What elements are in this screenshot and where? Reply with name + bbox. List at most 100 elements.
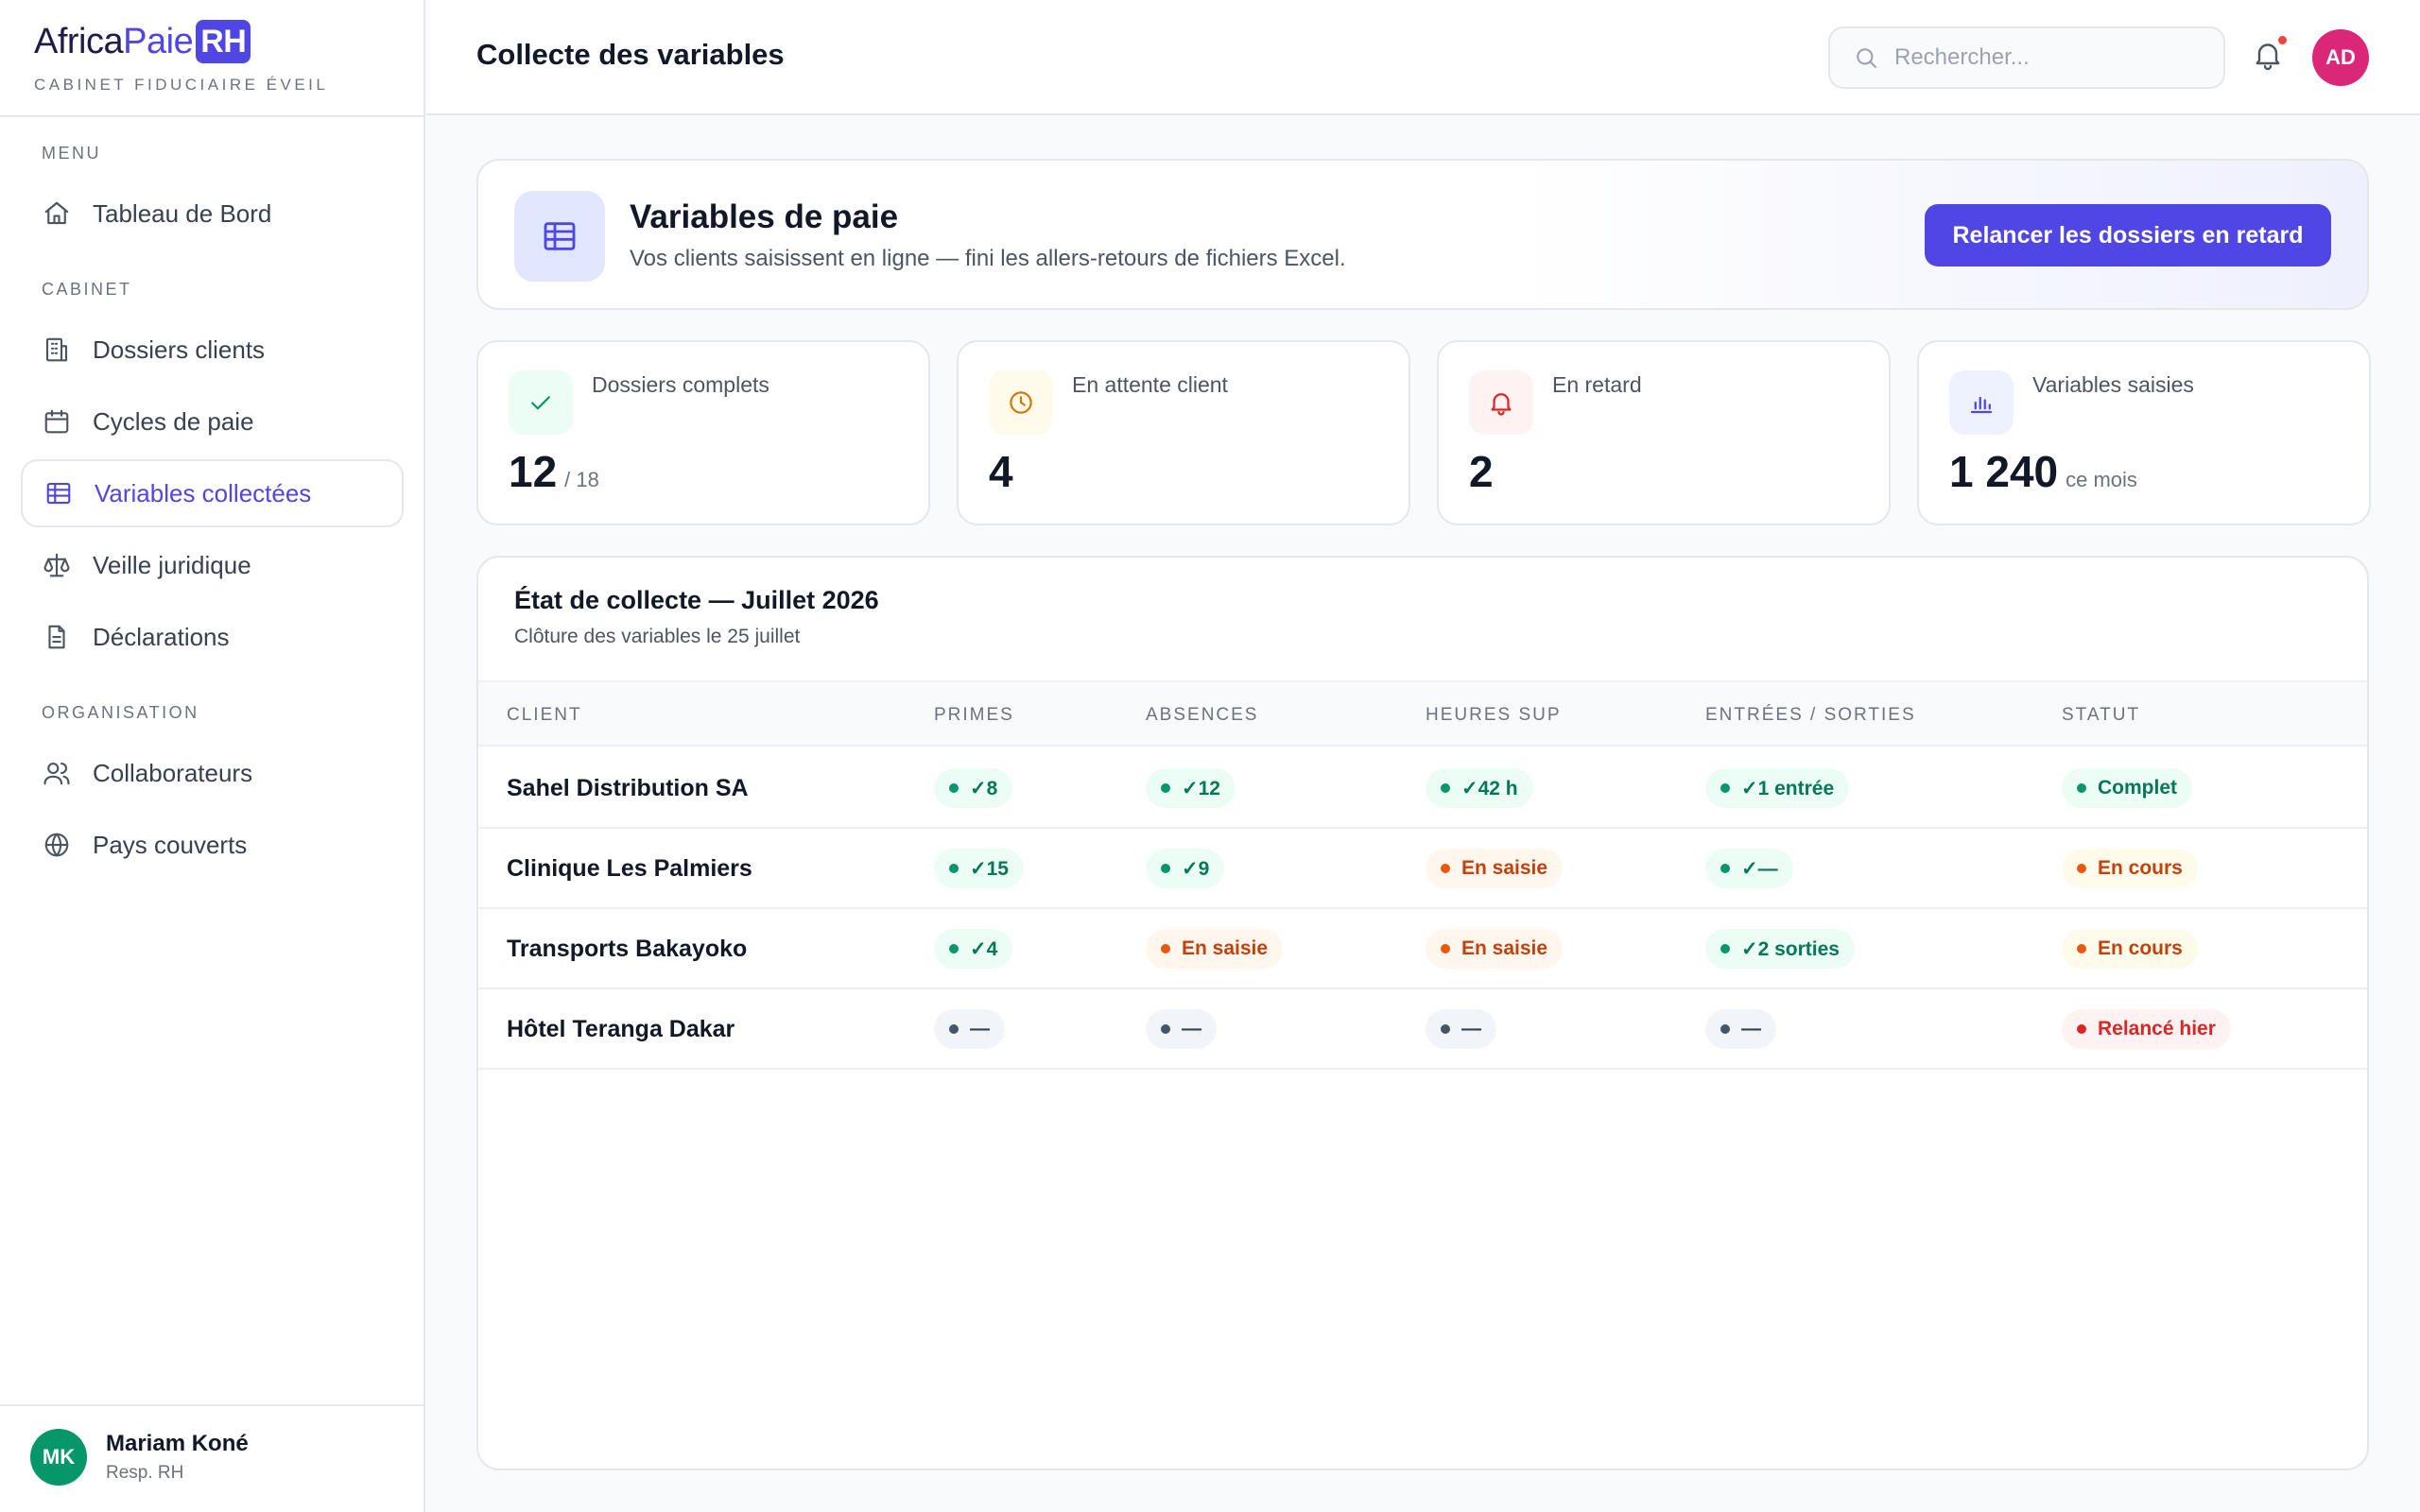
client-name[interactable]: Transports Bakayoko — [507, 935, 748, 962]
globe-icon — [42, 830, 72, 860]
badge-text: En saisie — [1182, 937, 1269, 959]
table-row[interactable]: Transports Bakayoko ✓4 En saisie En saisie ✓… — [478, 909, 2367, 989]
sidebar-item-dossiers-clients[interactable]: Dossiers clients — [21, 316, 404, 384]
cell-absences: — — [1146, 1008, 1217, 1050]
cell-primes: ✓8 — [934, 767, 1013, 809]
stat-number: 2 — [1469, 447, 1494, 496]
building-icon — [42, 335, 72, 365]
table-row[interactable]: Clinique Les Palmiers ✓15 ✓9 En saisie ✓— En … — [478, 829, 2367, 909]
brand-logo[interactable]: Africa Paie RH — [34, 17, 251, 66]
avatar[interactable]: AD — [2312, 29, 2369, 86]
cell-statut: En cours — [2062, 928, 2198, 970]
column-header-client[interactable]: CLIENT — [507, 705, 582, 725]
badge-text: ✓2 sorties — [1741, 937, 1840, 960]
sidebar-item-declarations[interactable]: Déclarations — [21, 603, 404, 671]
status-dot — [2077, 1024, 2086, 1034]
status-dot — [1441, 1024, 1450, 1034]
panel-subtitle: Clôture des variables le 25 juillet — [514, 626, 801, 647]
clock-icon — [989, 370, 1053, 435]
cell-statut: Complet — [2062, 767, 2192, 809]
cell-absences: En saisie — [1146, 928, 1284, 970]
table-row[interactable]: Hôtel Teranga Dakar — — — — Relancé hier — [478, 989, 2367, 1070]
column-header-statut[interactable]: STATUT — [2062, 705, 2141, 725]
sidebar-item-variables-collectees[interactable]: Variables collectées — [21, 459, 404, 527]
sidebar-item-label: Variables collectées — [95, 478, 312, 507]
column-header-primes[interactable]: PRIMES — [934, 705, 1014, 725]
notifications-button[interactable] — [2251, 36, 2289, 76]
sidebar-item-cycles-de-paie[interactable]: Cycles de paie — [21, 387, 404, 455]
badge-text: ✓15 — [970, 857, 1009, 880]
stat-number: 4 — [989, 447, 1013, 496]
status-badge: Complet — [2062, 768, 2192, 808]
avatar: MK — [30, 1429, 87, 1486]
badge-text: En cours — [2098, 857, 2183, 879]
badge-text: — — [1461, 1018, 1481, 1040]
badge-text: — — [1182, 1018, 1201, 1040]
sidebar-item-label: Cycles de paie — [93, 406, 254, 436]
status-dot — [1161, 864, 1170, 873]
bell-icon — [2251, 38, 2289, 72]
stat-card-complete: Dossiers complets 12 / 18 — [476, 340, 930, 525]
status-dot — [949, 864, 959, 873]
status-badge: En cours — [2062, 849, 2198, 888]
table-icon — [43, 478, 74, 508]
value-badge: ✓— — [1705, 849, 1793, 888]
status-badge: En cours — [2062, 929, 2198, 969]
badge-text: ✓9 — [1182, 857, 1210, 880]
cell-entrees-sorties: ✓— — [1705, 848, 1793, 889]
sidebar-item-label: Collaborateurs — [93, 758, 253, 787]
bell-icon — [1469, 370, 1533, 435]
sidebar-footer-divider — [0, 1404, 425, 1406]
banner-subtitle: Vos clients saisissent en ligne — fini l… — [630, 246, 1346, 271]
cell-entrees-sorties: — — [1705, 1008, 1776, 1050]
cell-heures-sup: — — [1426, 1008, 1496, 1050]
status-dot — [1441, 944, 1450, 954]
badge-text: ✓12 — [1182, 777, 1220, 799]
column-header-absences[interactable]: ABSENCES — [1146, 705, 1259, 725]
table-header: CLIENT PRIMES ABSENCES HEURES SUP ENTRÉE… — [478, 680, 2367, 747]
cell-primes: ✓15 — [934, 848, 1024, 889]
column-header-entrees-sorties[interactable]: ENTRÉES / SORTIES — [1705, 705, 1916, 725]
stat-number: 12 — [509, 447, 558, 496]
status-dot — [1161, 783, 1170, 793]
sidebar-item-label: Pays couverts — [93, 830, 248, 859]
current-user[interactable]: MK Mariam Koné Resp. RH — [30, 1429, 249, 1486]
value-badge: — — [934, 1009, 1005, 1049]
stat-label: Dossiers complets — [592, 372, 769, 397]
sidebar-item-tableau-de-bord[interactable]: Tableau de Bord — [21, 180, 404, 248]
badge-text: ✓4 — [970, 937, 998, 960]
status-dot — [1720, 944, 1730, 954]
value-badge: ✓42 h — [1426, 768, 1533, 808]
value-badge: ✓9 — [1146, 849, 1225, 888]
client-name[interactable]: Hôtel Teranga Dakar — [507, 1015, 735, 1042]
value-badge: En saisie — [1426, 849, 1564, 888]
cell-absences: ✓9 — [1146, 848, 1225, 889]
stat-suffix: / 18 — [564, 468, 599, 491]
value-badge: ✓1 entrée — [1705, 768, 1850, 808]
panel-title: État de collecte — Juillet 2026 — [514, 586, 879, 614]
sidebar-item-collaborateurs[interactable]: Collaborateurs — [21, 739, 404, 807]
remind-late-files-button[interactable]: Relancer les dossiers en retard — [1925, 204, 2331, 266]
banner-title: Variables de paie — [630, 198, 899, 235]
cell-heures-sup: En saisie — [1426, 848, 1564, 889]
status-badge: Relancé hier — [2062, 1009, 2231, 1049]
cell-absences: ✓12 — [1146, 767, 1236, 809]
table-icon — [514, 191, 605, 282]
sidebar-item-pays-couverts[interactable]: Pays couverts — [21, 811, 404, 879]
status-dot — [1720, 783, 1730, 793]
user-role: Resp. RH — [106, 1463, 184, 1483]
search-icon — [1853, 44, 1879, 71]
check-icon — [509, 370, 573, 435]
section-label-menu: MENU — [42, 144, 101, 163]
sidebar-item-veille-juridique[interactable]: Veille juridique — [21, 531, 404, 599]
client-name[interactable]: Sahel Distribution SA — [507, 774, 749, 801]
client-name[interactable]: Clinique Les Palmiers — [507, 854, 752, 882]
badge-text: Relancé hier — [2098, 1018, 2216, 1040]
table-row[interactable]: Sahel Distribution SA ✓8 ✓12 ✓42 h ✓1 entrée… — [478, 748, 2367, 829]
sidebar-item-label: Dossiers clients — [93, 335, 266, 364]
value-badge: — — [1426, 1009, 1496, 1049]
calendar-icon — [42, 406, 72, 437]
search-input[interactable]: Rechercher... — [1828, 26, 2225, 89]
column-header-heures-sup[interactable]: HEURES SUP — [1426, 705, 1562, 725]
status-dot — [2077, 864, 2086, 873]
